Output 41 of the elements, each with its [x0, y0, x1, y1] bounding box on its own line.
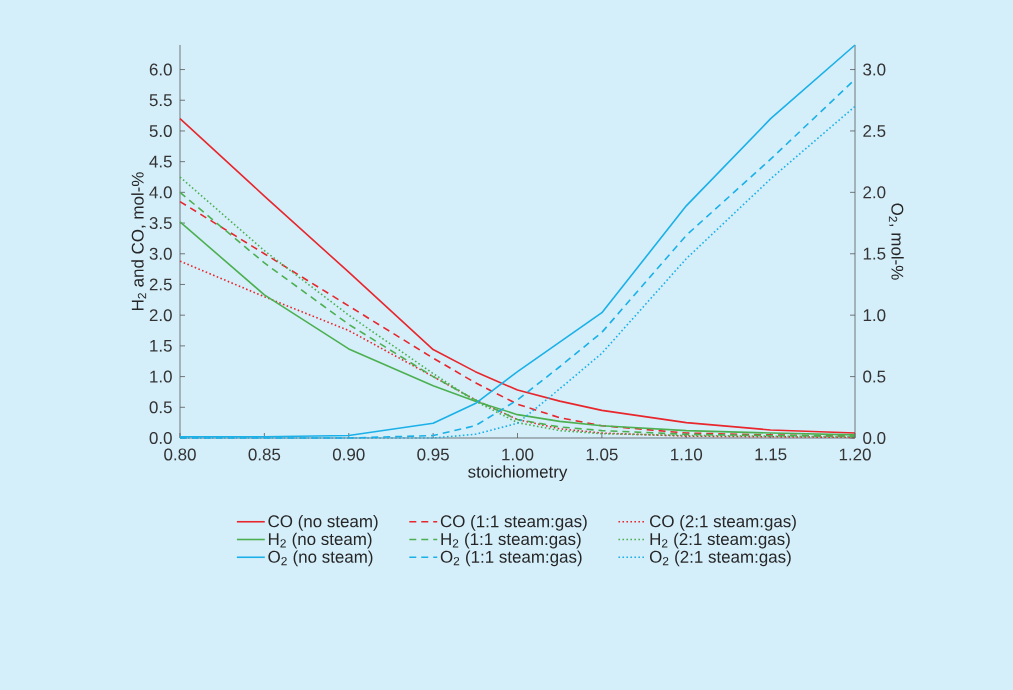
y2-tick-label: 1.5 — [863, 247, 886, 260]
x-tick-label: 1.20 — [839, 448, 871, 461]
y-tick-label: 6.0 — [149, 63, 172, 76]
x-tick-label: 0.80 — [164, 448, 196, 461]
y-tick-label: 4.0 — [149, 186, 172, 199]
y-tick-label: 2.0 — [149, 309, 172, 322]
x-tick-label: 0.85 — [248, 448, 281, 461]
y-axis-title: H$_{2}$ and CO, mol-% — [131, 172, 147, 310]
x-tick-label: 1.05 — [586, 448, 618, 461]
y2-tick-label: 1.0 — [863, 309, 886, 322]
y-tick-label: 1.0 — [150, 370, 172, 383]
y2-tick-label: 0.0 — [863, 431, 886, 444]
legend-label: H$_{2}$ (1:1 steam:gas) — [441, 532, 581, 549]
y2-axis-title: O$_{2}$, mol-% — [888, 203, 904, 280]
legend-label: CO (1:1 steam:gas) — [440, 514, 587, 531]
y-tick-label: 0.5 — [149, 401, 172, 414]
y-tick-label: 5.5 — [149, 94, 172, 107]
x-tick-label: 1.15 — [755, 448, 787, 461]
legend-label: O$_{2}$ (2:1 steam:gas) — [649, 550, 791, 567]
x-tick-label: 1.00 — [502, 448, 534, 461]
y2-tick-label: 2.5 — [863, 124, 886, 137]
legend-label: H$_{2}$ (2:1 steam:gas) — [650, 532, 790, 549]
legend-label: CO (no steam) — [268, 514, 378, 531]
legend-label: H$_{2}$ (no steam) — [268, 532, 372, 549]
x-tick-label: 0.90 — [332, 448, 365, 461]
y-tick-label: 3.0 — [149, 247, 172, 260]
x-axis-title: stoichiometry — [468, 465, 568, 482]
y2-tick-label: 2.0 — [863, 186, 886, 199]
y-tick-label: 2.5 — [149, 278, 172, 291]
y-tick-label: 1.5 — [150, 339, 172, 352]
x-tick-label: 0.95 — [417, 448, 449, 461]
x-tick-label: 1.10 — [671, 448, 703, 461]
y2-tick-label: 0.5 — [863, 370, 886, 383]
legend-label: O$_{2}$ (1:1 steam:gas) — [440, 550, 582, 567]
y-tick-label: 5.0 — [149, 124, 172, 137]
y-tick-label: 4.5 — [149, 155, 172, 168]
y2-tick-label: 3.0 — [863, 63, 886, 76]
y-tick-label: 3.5 — [149, 217, 172, 230]
legend-label: O$_{2}$ (no steam) — [268, 550, 373, 567]
y-tick-label: 0.0 — [149, 431, 172, 444]
legend-label: CO (2:1 steam:gas) — [650, 514, 796, 531]
